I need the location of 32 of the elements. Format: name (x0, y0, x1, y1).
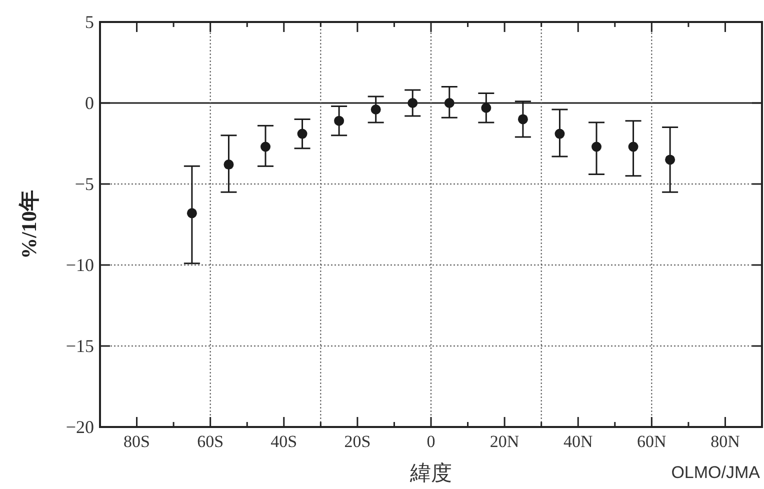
x-tick-label: 80S (124, 432, 150, 451)
y-tick-label: −10 (66, 255, 94, 275)
point (370, 104, 381, 114)
point (186, 208, 197, 218)
point (297, 128, 308, 139)
point (592, 142, 602, 152)
y-tick-label: −20 (66, 417, 94, 437)
x-tick-label: 40S (270, 432, 298, 451)
point (665, 154, 676, 165)
point (628, 142, 638, 152)
y-axis-title: %/10年 (17, 190, 41, 259)
point (481, 102, 492, 113)
y-tick-label: −5 (74, 174, 94, 194)
point (224, 160, 234, 170)
point (334, 116, 344, 126)
x-tick-label: 0 (426, 432, 436, 451)
x-tick-label: 60N (637, 432, 666, 451)
y-tick-label: −15 (66, 336, 94, 356)
x-tick-label: 40N (563, 432, 593, 451)
x-tick-label: 20S (344, 432, 371, 451)
point (518, 114, 528, 124)
y-tick-label: 5 (85, 12, 94, 32)
y-tick-label: 0 (85, 93, 94, 113)
x-axis-title: 緯度 (409, 461, 452, 485)
point (554, 128, 565, 139)
point (444, 98, 454, 108)
point (260, 142, 270, 152)
x-tick-label: 60S (197, 432, 224, 451)
point (408, 98, 418, 108)
text: OLMO/JMA (671, 463, 761, 482)
x-tick-label: 20N (490, 432, 520, 451)
x-tick-label: 80N (710, 432, 740, 451)
